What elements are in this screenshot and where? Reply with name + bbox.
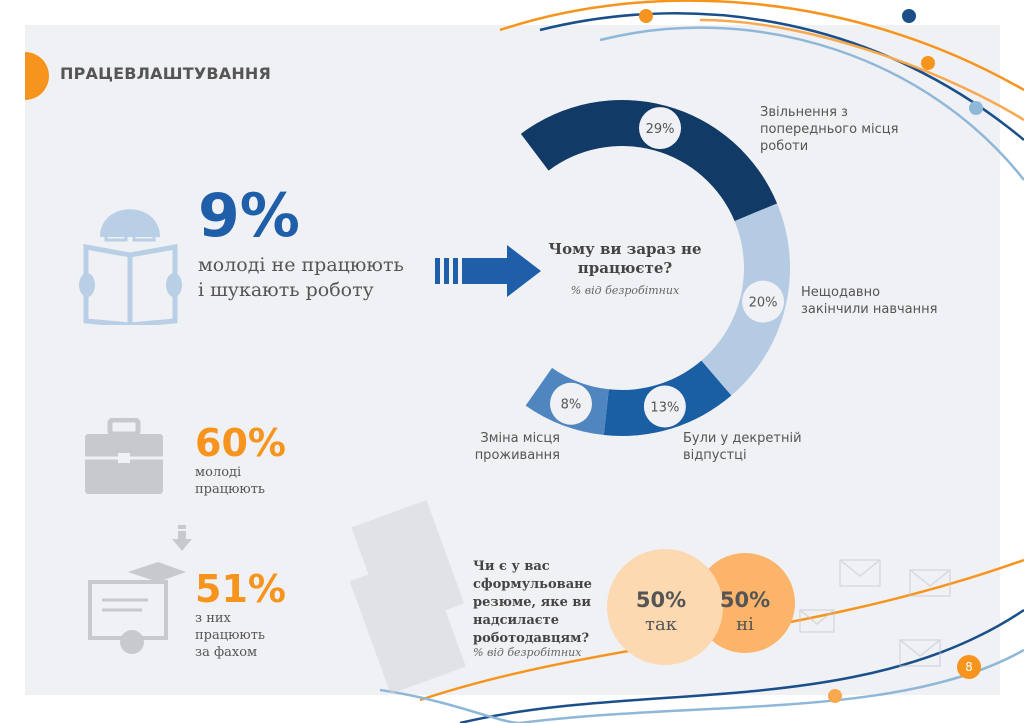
reading-person-icon bbox=[79, 209, 182, 325]
label-line: Зміна місця bbox=[480, 431, 560, 446]
resume-no-label: ні bbox=[736, 614, 754, 635]
legend-label-relocation: Зміна місця проживання bbox=[470, 430, 560, 464]
chart-title: Чому ви зараз не працюєте? bbox=[548, 240, 702, 277]
resume-question-note: % від безробітних bbox=[473, 646, 582, 659]
label-line: проживання bbox=[474, 448, 560, 463]
legend-label-maternity: Були у декретній відпустці bbox=[683, 430, 802, 464]
value-label: 13% bbox=[650, 401, 679, 416]
unemployed-caption-line: молоді не працюють bbox=[198, 254, 404, 276]
label-line: роботи bbox=[760, 139, 809, 154]
label-line: попереднього місця bbox=[760, 122, 899, 137]
label-line: закінчили навчання bbox=[801, 302, 938, 317]
page-title: ПРАЦЕВЛАШТУВАННЯ bbox=[60, 64, 272, 83]
label-line: відпустці bbox=[683, 448, 747, 463]
slide-panel bbox=[25, 25, 1000, 695]
question-line: сформульоване bbox=[473, 577, 592, 592]
label-line: Звільнення з bbox=[760, 105, 848, 120]
value-label-bubble bbox=[742, 280, 785, 323]
label-line: Нещодавно bbox=[801, 285, 881, 300]
documents-background-icon bbox=[350, 500, 466, 694]
caption-line: з них bbox=[195, 611, 231, 626]
value-label: 8% bbox=[561, 398, 582, 413]
page-number: 8 bbox=[957, 655, 981, 679]
right-arrow-icon bbox=[435, 245, 541, 297]
employed-caption: молоді працюють bbox=[195, 464, 265, 498]
value-label: 29% bbox=[646, 122, 675, 137]
label-line: Були у декретній bbox=[683, 431, 802, 446]
question-line: надсилаєте bbox=[473, 613, 559, 628]
resume-question: Чи є у вас сформульоване резюме, яке ви … bbox=[473, 558, 592, 648]
venn-no-circle bbox=[695, 553, 795, 653]
briefcase-icon bbox=[85, 418, 163, 494]
unemployed-caption-line: і шукають роботу bbox=[198, 279, 374, 301]
caption-line: працюють bbox=[195, 628, 266, 643]
specialty-percent: 51% bbox=[195, 567, 286, 611]
specialty-caption: з них працюють за фахом bbox=[195, 610, 265, 661]
resume-yes-percent: 50% bbox=[635, 588, 687, 612]
unemployed-caption: молоді не працюють і шукають роботу bbox=[198, 253, 404, 303]
email-background-icons bbox=[799, 559, 951, 667]
chart-subtitle: % від безробітних bbox=[570, 284, 680, 297]
question-line: Чи є у вас bbox=[473, 559, 550, 574]
legend-label-graduated: Нещодавно закінчили навчання bbox=[801, 284, 937, 318]
question-line: роботодавцям? bbox=[473, 631, 590, 646]
value-label-bubble bbox=[639, 107, 682, 150]
value-label-bubble bbox=[549, 382, 592, 425]
donut-segment bbox=[520, 99, 778, 222]
value-label-bubble bbox=[643, 385, 686, 428]
unemployed-percent: 9% bbox=[198, 181, 300, 251]
down-arrow-icon bbox=[172, 525, 192, 551]
resume-yes-label: так bbox=[645, 614, 677, 635]
value-label: 20% bbox=[749, 296, 778, 311]
venn-yes-circle bbox=[607, 549, 723, 665]
employed-percent: 60% bbox=[195, 421, 286, 465]
resume-venn bbox=[607, 549, 795, 665]
caption-line: за фахом bbox=[195, 645, 258, 660]
diploma-icon bbox=[88, 562, 186, 654]
caption-line: працюють bbox=[195, 482, 266, 497]
question-line: резюме, яке ви bbox=[473, 595, 592, 610]
legend-label-dismissal: Звільнення з попереднього місця роботи bbox=[760, 104, 898, 155]
caption-line: молоді bbox=[195, 465, 242, 480]
resume-no-percent: 50% bbox=[719, 588, 771, 612]
